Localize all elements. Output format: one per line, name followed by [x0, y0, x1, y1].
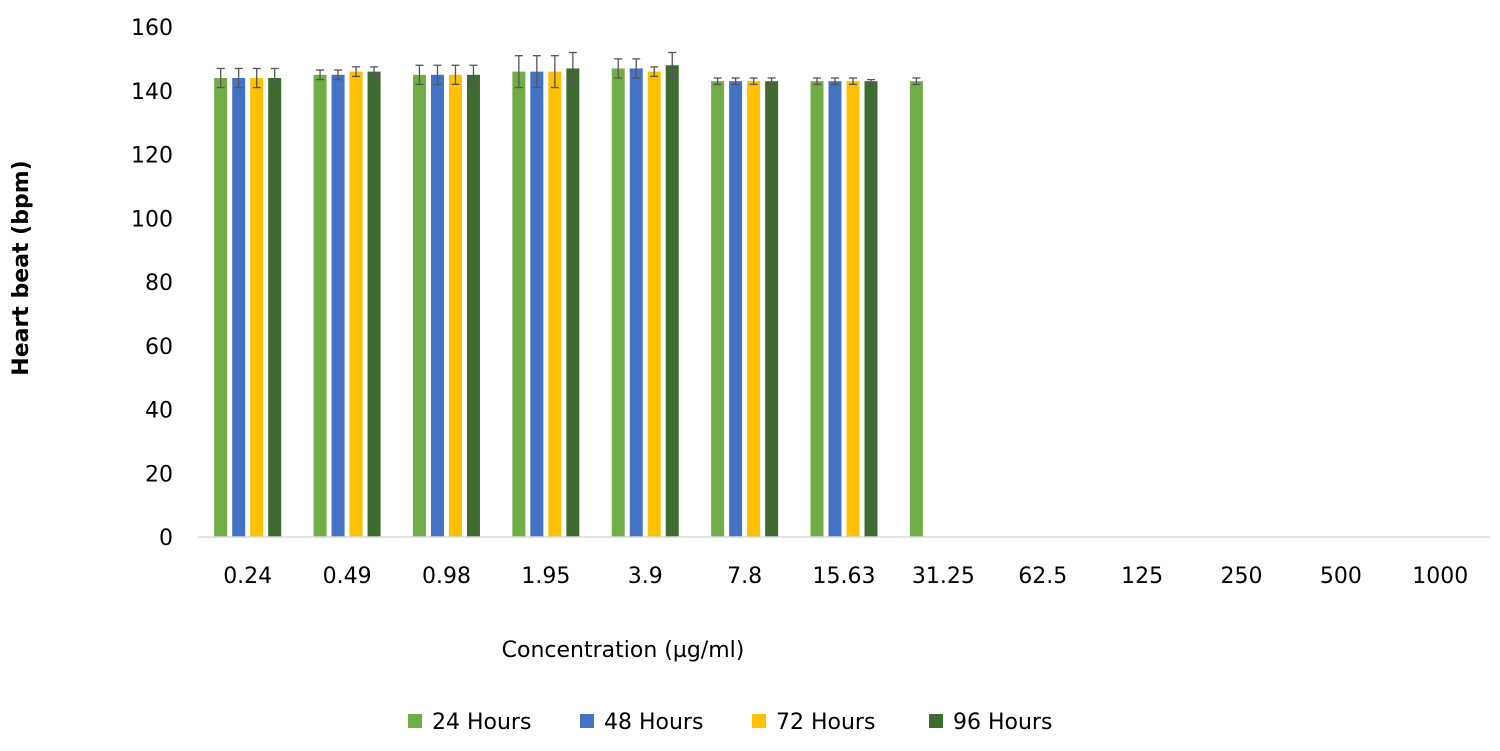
- y-tick-label: 120: [131, 144, 173, 169]
- bar: [512, 71, 526, 537]
- legend: 24 Hours 48 Hours 72 Hours 96 Hours: [408, 710, 1052, 735]
- bar: [430, 74, 444, 537]
- bar: [530, 71, 544, 537]
- x-tick-label: 250: [1221, 564, 1263, 589]
- bar: [611, 68, 625, 537]
- error-bars: [216, 51, 921, 89]
- x-tick-label: 500: [1320, 564, 1362, 589]
- x-axis-label: Concentration (µg/ml): [502, 638, 745, 663]
- legend-label: 48 Hours: [604, 710, 703, 735]
- legend-label: 96 Hours: [953, 710, 1052, 735]
- bar: [232, 78, 246, 537]
- bars: [214, 65, 923, 537]
- bar: [729, 81, 743, 537]
- bar: [448, 74, 462, 537]
- x-tick-label: 15.63: [813, 564, 876, 589]
- x-tick-label: 0.49: [323, 564, 372, 589]
- y-tick-label: 160: [131, 16, 173, 41]
- bar: [747, 81, 761, 537]
- bar: [548, 71, 562, 537]
- legend-swatch: [408, 714, 422, 728]
- legend-swatch: [752, 714, 766, 728]
- bar: [250, 78, 264, 537]
- x-tick-label: 0.98: [422, 564, 471, 589]
- y-tick-label: 140: [131, 80, 173, 105]
- bar: [412, 74, 426, 537]
- y-tick-label: 80: [145, 271, 173, 296]
- x-tick-label: 0.24: [223, 564, 272, 589]
- bar: [214, 78, 228, 537]
- bar: [765, 81, 779, 537]
- x-axis-ticks: 0.24 0.49 0.98 1.95 3.9 7.8 15.63 31.25 62.5 125 2…: [223, 564, 1468, 589]
- bar: [909, 81, 923, 537]
- bar: [349, 71, 363, 537]
- bar: [629, 68, 643, 537]
- bar: [828, 81, 842, 537]
- bar: [711, 81, 725, 537]
- y-tick-label: 40: [145, 399, 173, 424]
- legend-swatch: [580, 714, 594, 728]
- x-tick-label: 7.8: [727, 564, 762, 589]
- bar: [268, 78, 282, 537]
- bar: [466, 74, 480, 537]
- y-tick-label: 60: [145, 335, 173, 360]
- x-tick-label: 3.9: [628, 564, 663, 589]
- bar: [810, 81, 824, 537]
- bar: [313, 74, 327, 537]
- y-tick-label: 100: [131, 207, 173, 232]
- bar: [367, 71, 381, 537]
- y-axis-label: Heart beat (bpm): [9, 160, 34, 375]
- x-tick-label: 1.95: [521, 564, 570, 589]
- bar: [665, 65, 679, 537]
- legend-label: 72 Hours: [776, 710, 875, 735]
- x-tick-label: 1000: [1412, 564, 1468, 589]
- x-tick-label: 31.25: [912, 564, 975, 589]
- bar: [846, 81, 860, 537]
- y-tick-label: 0: [159, 526, 173, 551]
- y-axis-ticks: 0 20 40 60 80 100 120 140 160: [131, 16, 173, 551]
- bar: [566, 68, 580, 537]
- legend-swatch: [929, 714, 943, 728]
- bar: [864, 81, 878, 537]
- bar: [331, 74, 345, 537]
- y-tick-label: 20: [145, 462, 173, 487]
- bar: [647, 71, 661, 537]
- x-tick-label: 125: [1121, 564, 1163, 589]
- legend-label: 24 Hours: [432, 710, 531, 735]
- x-tick-label: 62.5: [1018, 564, 1067, 589]
